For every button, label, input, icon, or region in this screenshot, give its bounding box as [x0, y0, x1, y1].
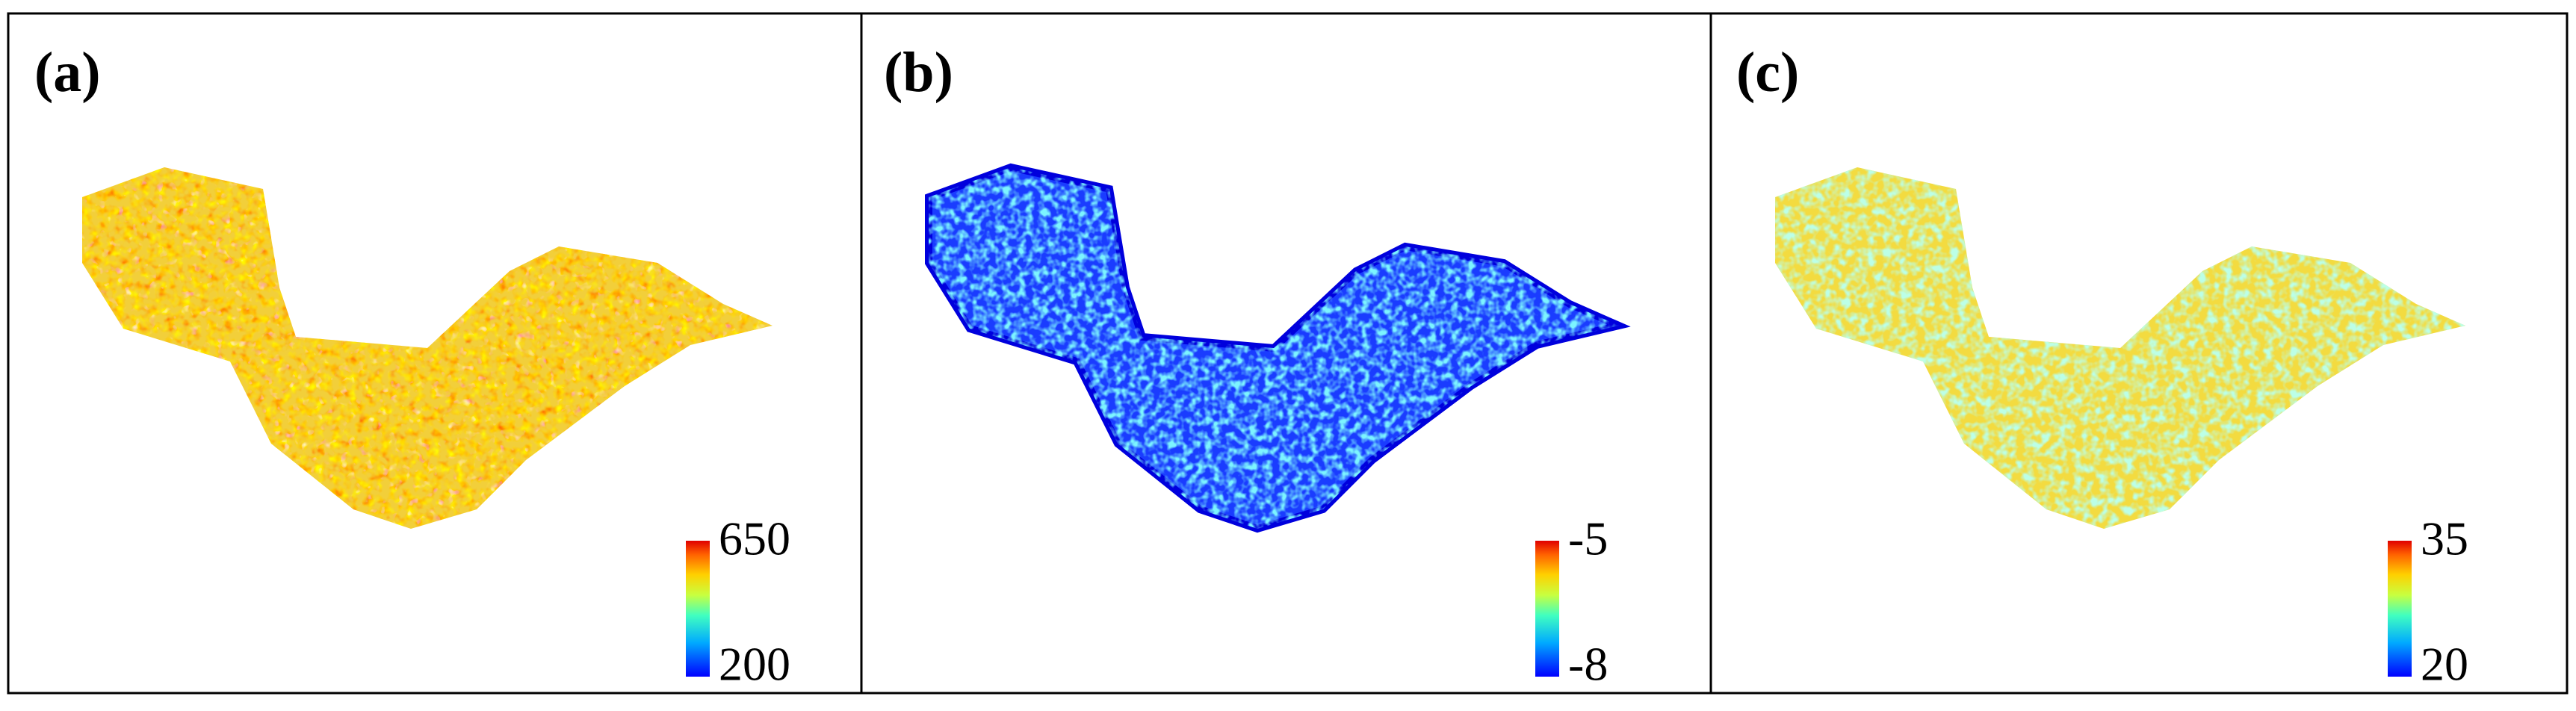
colorbar-min: 200: [719, 638, 790, 691]
colorbar-min: 20: [2421, 638, 2468, 691]
colorbar: [686, 541, 710, 677]
colorbar: [2388, 541, 2412, 677]
map: [82, 167, 773, 529]
panel-label: (a): [34, 41, 101, 104]
colorbar-min: -8: [1568, 638, 1608, 691]
panel-label: (b): [884, 41, 953, 104]
frame: [7, 12, 2569, 695]
colorbar: [1535, 541, 1559, 677]
map: [1775, 167, 2465, 529]
map: [929, 167, 1619, 529]
colorbar-max: 35: [2421, 512, 2468, 565]
panel-label: (c): [1736, 41, 1799, 104]
colorbar-max: -5: [1568, 512, 1608, 565]
colorbar-max: 650: [719, 512, 790, 565]
